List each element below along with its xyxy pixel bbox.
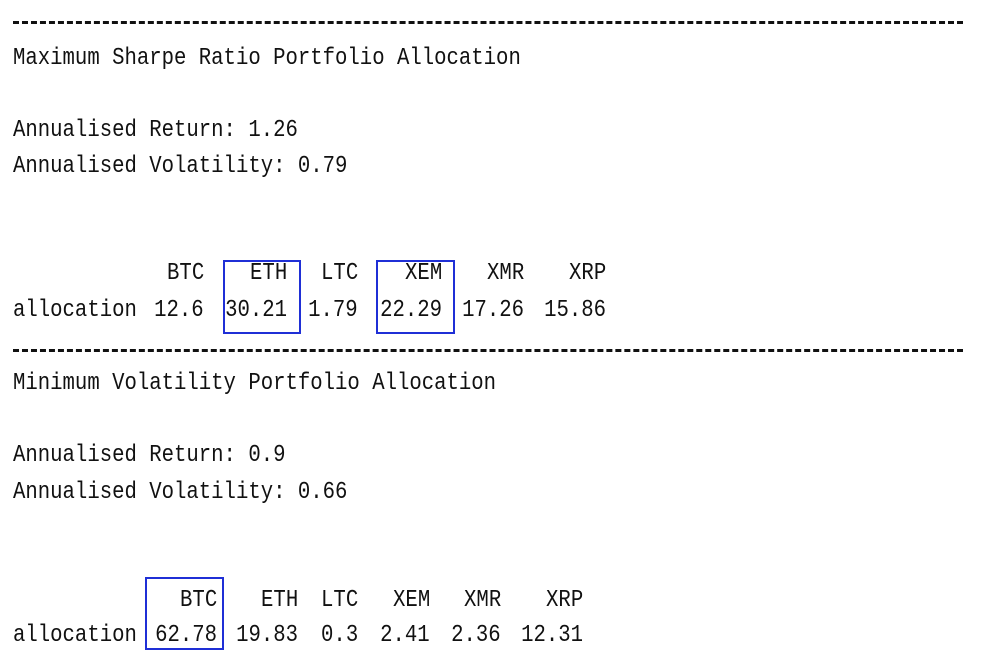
col-header-btc: BTC (166, 260, 204, 287)
highlight-box-eth (223, 260, 301, 334)
value-btc: 12.6 (154, 297, 204, 324)
value-btc: 62.78 (155, 622, 217, 649)
value-xem: 22.29 (380, 297, 442, 324)
annualised-volatility-min-volatility: Annualised Volatility: 0.66 (13, 479, 348, 506)
value-eth: 19.83 (236, 622, 298, 649)
col-header-xem: XEM (404, 260, 442, 287)
value-xmr: 17.26 (462, 297, 524, 324)
col-header-xrp: XRP (568, 260, 606, 287)
value-ltc: 1.79 (308, 297, 358, 324)
annualised-volatility-max-sharpe: Annualised Volatility: 0.79 (13, 153, 348, 180)
col-header-eth: ETH (260, 587, 298, 614)
col-header-eth: ETH (249, 260, 287, 287)
highlight-box-btc (145, 577, 224, 650)
section-title-min-volatility: Minimum Volatility Portfolio Allocation (13, 370, 497, 397)
row-label-allocation: allocation (13, 297, 137, 324)
col-header-xmr: XMR (486, 260, 524, 287)
dashed-divider-middle (13, 349, 963, 352)
annualised-return-min-volatility: Annualised Return: 0.9 (13, 442, 286, 469)
value-eth: 30.21 (225, 297, 287, 324)
col-header-xrp: XRP (545, 587, 583, 614)
col-header-ltc: LTC (320, 587, 358, 614)
col-header-btc: BTC (179, 587, 217, 614)
value-ltc: 0.3 (320, 622, 358, 649)
section-title-max-sharpe: Maximum Sharpe Ratio Portfolio Allocatio… (13, 45, 521, 72)
col-header-xmr: XMR (463, 587, 501, 614)
value-xrp: 15.86 (544, 297, 606, 324)
dashed-divider-top (13, 21, 963, 24)
col-header-ltc: LTC (320, 260, 358, 287)
row-label-allocation: allocation (13, 622, 137, 649)
value-xem: 2.41 (380, 622, 430, 649)
col-header-xem: XEM (392, 587, 430, 614)
value-xrp: 12.31 (521, 622, 583, 649)
annualised-return-max-sharpe: Annualised Return: 1.26 (13, 117, 298, 144)
highlight-box-xem (376, 260, 455, 334)
value-xmr: 2.36 (451, 622, 501, 649)
